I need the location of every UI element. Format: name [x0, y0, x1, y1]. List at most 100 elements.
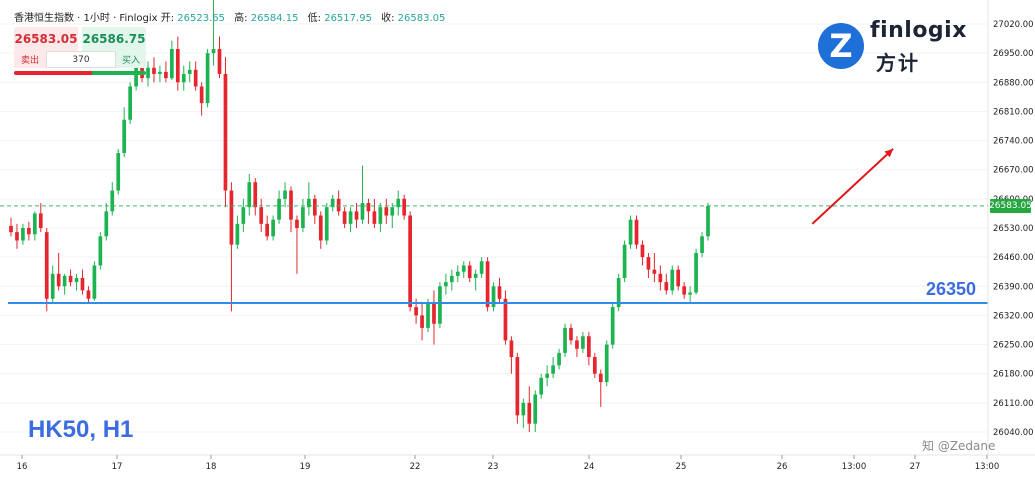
candle — [551, 357, 555, 378]
x-tick-label: 27 — [910, 462, 921, 472]
buy-button[interactable]: 买入 — [116, 51, 146, 68]
candle — [587, 332, 591, 366]
candle — [581, 332, 585, 353]
candle — [575, 336, 579, 358]
candle — [32, 211, 37, 241]
candle — [122, 107, 127, 158]
open-value: 26523.65 — [177, 13, 225, 24]
y-tick-label: 26110.00 — [993, 399, 1034, 409]
candle — [146, 61, 150, 87]
y-tick-label: 26390.00 — [993, 282, 1034, 292]
open-label: 开: — [160, 13, 175, 24]
price-axis[interactable]: 27020.00 26950.00 26880.00 26810.00 26740.00… — [993, 20, 1034, 438]
candle — [74, 273, 79, 291]
buy-price-button[interactable]: 26586.75 — [82, 27, 146, 51]
candle — [307, 182, 311, 216]
candle — [432, 290, 436, 345]
candle — [479, 257, 484, 278]
candle — [420, 302, 424, 341]
candle — [56, 252, 61, 291]
candle — [295, 215, 299, 274]
high-value: 26584.15 — [250, 13, 299, 24]
candle — [521, 398, 526, 428]
time-axis[interactable]: 16 17 18 19 22 23 24 25 26 13:00 27 13:00 — [17, 455, 1000, 472]
quantity-input[interactable]: 370 — [46, 51, 116, 68]
logo-name-en: finlogix — [870, 18, 967, 43]
candle — [515, 352, 520, 424]
candle — [378, 203, 383, 233]
candle — [509, 336, 514, 374]
candle — [354, 203, 359, 228]
watermark: 知 @Zedane — [922, 439, 996, 453]
candle — [44, 228, 49, 312]
candle — [241, 198, 246, 233]
candle — [622, 240, 627, 283]
candle — [15, 223, 19, 249]
chart-grid — [0, 23, 988, 433]
sell-button[interactable]: 卖出 — [14, 51, 46, 68]
y-tick-label: 26810.00 — [993, 107, 1034, 117]
candle — [545, 365, 550, 387]
candle — [86, 286, 91, 303]
candle — [283, 182, 287, 208]
candle — [694, 248, 698, 295]
candle — [592, 352, 597, 378]
candle — [330, 194, 335, 212]
symbol-title: 香港恒生指数 · 1小时 · Finlogix — [14, 13, 158, 24]
candle — [235, 215, 240, 249]
x-tick-label: 13:00 — [842, 462, 867, 472]
candle — [158, 65, 162, 83]
candle — [402, 194, 407, 220]
candle — [467, 261, 472, 283]
candle — [164, 61, 168, 83]
candle — [444, 273, 448, 295]
candle — [455, 265, 460, 283]
candle — [563, 323, 567, 358]
logo-mark-icon: Z — [818, 23, 864, 69]
x-tick-label: 16 — [17, 462, 28, 472]
sell-price-button[interactable]: 26583.05 — [14, 27, 78, 51]
candle — [205, 48, 210, 108]
candle — [503, 290, 508, 345]
candle — [128, 82, 132, 124]
candle — [217, 36, 222, 79]
x-tick-label: 23 — [488, 462, 499, 472]
candle — [682, 282, 687, 299]
candle — [38, 203, 43, 233]
candle — [342, 207, 347, 228]
candle — [9, 217, 13, 237]
candle — [324, 203, 329, 245]
candle — [92, 261, 97, 301]
x-tick-label: 17 — [112, 462, 123, 472]
candle — [116, 148, 121, 195]
candle — [664, 273, 669, 295]
candle — [193, 61, 198, 91]
y-tick-label: 27020.00 — [993, 20, 1034, 30]
candle — [539, 373, 544, 399]
y-tick-label: 26040.00 — [993, 428, 1034, 438]
candle — [169, 40, 174, 81]
candle — [104, 203, 109, 241]
y-tick-label: 26250.00 — [993, 341, 1034, 351]
x-tick-label: 19 — [300, 462, 311, 472]
symbol-header: 香港恒生指数 · 1小时 · Finlogix 开: 26523.65 高: 2… — [14, 9, 451, 24]
candle — [461, 261, 466, 278]
candle — [211, 0, 216, 66]
trend-arrow[interactable] — [811, 148, 894, 225]
candle — [700, 232, 704, 258]
candle — [533, 390, 538, 432]
x-tick-label: 22 — [410, 462, 421, 472]
candlestick-series — [9, 0, 710, 432]
candle — [396, 190, 401, 216]
candle — [628, 215, 633, 249]
y-tick-label: 26460.00 — [993, 253, 1034, 263]
candle — [336, 190, 341, 216]
level-label: 26350 — [926, 279, 977, 299]
close-label: 收: — [381, 13, 395, 24]
candle — [21, 223, 25, 245]
candle — [62, 273, 67, 295]
y-tick-label: 26530.00 — [993, 224, 1034, 234]
y-tick-label: 26950.00 — [993, 49, 1034, 59]
candle — [473, 269, 478, 291]
